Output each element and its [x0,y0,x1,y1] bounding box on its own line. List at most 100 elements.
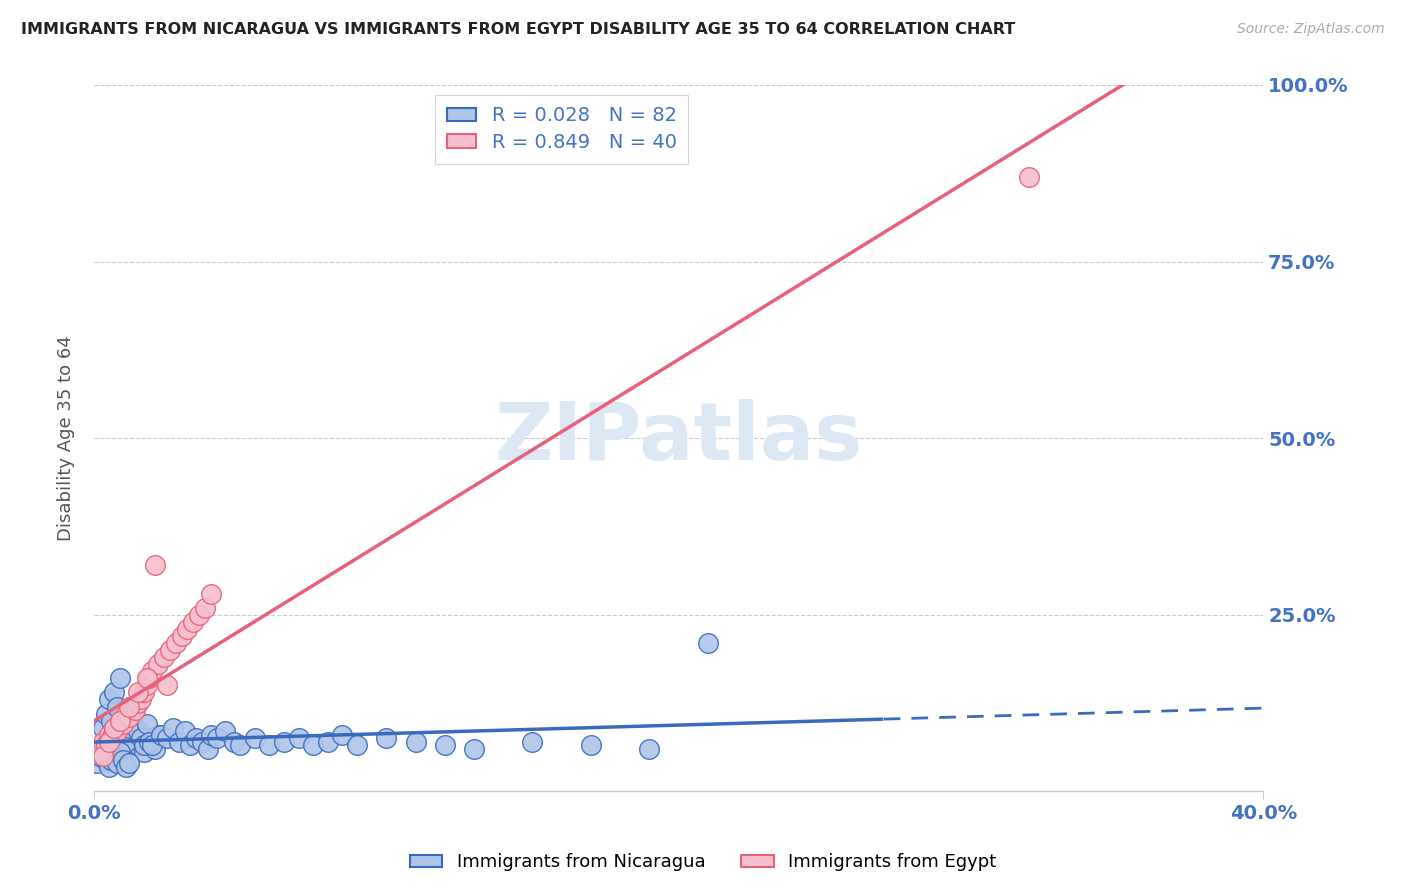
Point [86,742,108,756]
Point [579,739,602,753]
Point [214,724,236,739]
Point [129,692,152,706]
Point [91,748,114,763]
Point [118,710,141,724]
Point [127,685,149,699]
Point [188,607,211,622]
Point [138,735,160,749]
Point [110,714,132,728]
Point [127,696,149,710]
Point [124,699,146,714]
Point [110,671,132,685]
Point [97,728,120,742]
Point [132,685,155,699]
Point [135,671,157,685]
Point [132,746,155,760]
Point [91,746,114,760]
Point [112,742,135,756]
Point [97,735,120,749]
Point [638,742,661,756]
Point [200,728,222,742]
Y-axis label: Disability Age 35 to 64: Disability Age 35 to 64 [58,335,75,541]
Point [194,600,217,615]
Point [91,739,114,753]
Point [97,759,120,773]
Point [197,742,219,756]
Point [94,706,117,721]
Point [138,671,160,685]
Point [229,739,252,753]
Point [170,629,193,643]
Point [121,714,143,728]
Point [115,759,138,773]
Point [405,735,427,749]
Point [94,735,117,749]
Point [138,731,160,746]
Point [86,756,108,770]
Point [141,664,163,678]
Point [129,731,152,746]
Point [153,650,176,665]
Point [115,735,138,749]
Point [332,728,354,742]
Point [522,735,544,749]
Point [176,622,198,636]
Point [375,731,398,746]
Point [110,752,132,766]
Point [200,586,222,600]
Point [224,735,246,749]
Point [118,756,141,770]
Point [259,739,281,753]
Point [103,685,125,699]
Point [186,731,208,746]
Point [135,739,157,753]
Point [141,735,163,749]
Point [100,743,122,757]
Point [89,746,111,760]
Point [89,742,111,756]
Point [103,721,125,735]
Point [179,739,201,753]
Point [124,724,146,739]
Point [121,731,143,746]
Point [97,692,120,706]
Point [433,739,456,753]
Point [115,728,138,742]
Point [100,731,122,746]
Point [143,742,166,756]
Point [94,739,117,753]
Point [143,558,166,573]
Point [148,728,170,742]
Point [94,752,117,766]
Point [97,748,120,763]
Point [1018,169,1040,184]
Point [463,742,485,756]
Point [112,717,135,731]
Point [86,746,108,760]
Point [302,739,325,753]
Point [112,752,135,766]
Point [103,748,125,763]
Point [243,731,266,746]
Point [110,714,132,728]
Text: IMMIGRANTS FROM NICARAGUA VS IMMIGRANTS FROM EGYPT DISABILITY AGE 35 TO 64 CORRE: IMMIGRANTS FROM NICARAGUA VS IMMIGRANTS … [21,22,1015,37]
Point [205,731,228,746]
Point [105,724,128,739]
Point [173,724,195,739]
Point [287,731,309,746]
Legend: R = 0.028   N = 82, R = 0.849   N = 40: R = 0.028 N = 82, R = 0.849 N = 40 [436,95,688,164]
Point [121,699,143,714]
Text: Source: ZipAtlas.com: Source: ZipAtlas.com [1237,22,1385,37]
Point [183,615,205,629]
Point [165,636,187,650]
Point [167,735,190,749]
Point [118,721,141,735]
Point [91,735,114,749]
Point [118,721,141,735]
Point [135,678,157,692]
Point [148,657,170,672]
Point [124,703,146,717]
Point [316,735,339,749]
Point [103,721,125,735]
Point [129,735,152,749]
